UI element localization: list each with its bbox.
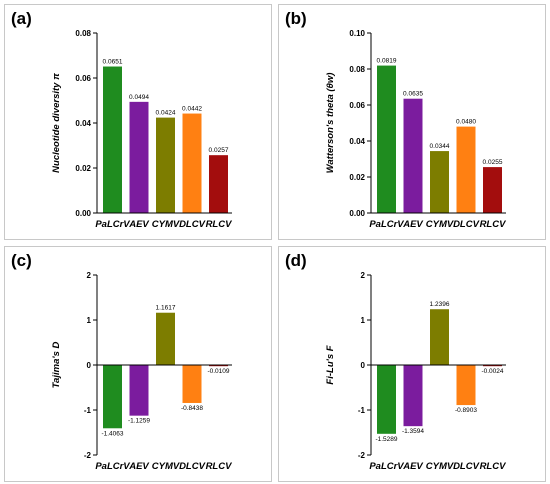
x-tick-label: CYMV bbox=[152, 461, 180, 472]
bar-aev bbox=[403, 365, 423, 427]
data-label: -0.0024 bbox=[481, 368, 503, 375]
y-tick-label: 0.08 bbox=[349, 65, 365, 74]
x-tick-label: CYMV bbox=[426, 219, 454, 230]
y-tick-label: 0.02 bbox=[349, 173, 365, 182]
bar-chart-d: -2 -1 0 1 2 Fi-Lu's F -1.5289 -1.3594 1.2396 -0.8… bbox=[325, 271, 507, 472]
bar-rlcv bbox=[483, 365, 502, 367]
y-tick-label: 0.08 bbox=[75, 29, 91, 38]
y-tick-label: 2 bbox=[361, 271, 366, 280]
data-label: 0.0819 bbox=[377, 58, 397, 65]
bar-dlcv bbox=[182, 365, 202, 403]
bar-chart-a: 0.00 0.02 0.04 0.06 0.08 Nucleotide diversity… bbox=[51, 29, 233, 230]
data-label: 0.0255 bbox=[483, 159, 503, 166]
x-tick-label: AEV bbox=[402, 461, 423, 472]
x-tick-label: DLCV bbox=[453, 219, 480, 230]
x-tick-label: AEV bbox=[402, 219, 423, 230]
x-tick-label: PaLCrV bbox=[369, 461, 404, 472]
chart-panel-b: (b) 0.00 0.02 0.04 0.06 0.08 0.10 Watterson's … bbox=[278, 4, 546, 240]
chart-panel-c: (c) -2 -1 0 1 2 Tajima's D -1.4063 -1.1259 1.161… bbox=[4, 246, 272, 482]
y-axis-label: Watterson's theta (θw) bbox=[325, 73, 336, 174]
bar-dlcv bbox=[456, 126, 476, 213]
bar-cymv bbox=[430, 151, 449, 213]
data-label: -0.8903 bbox=[455, 407, 477, 414]
y-tick-label: 0.04 bbox=[349, 137, 365, 146]
x-tick-label: RLCV bbox=[480, 461, 507, 472]
x-tick-label: RLCV bbox=[206, 461, 233, 472]
y-tick-label: 0.06 bbox=[349, 101, 365, 110]
bar-chart-b: 0.00 0.02 0.04 0.06 0.08 0.10 Watterson's thet… bbox=[325, 29, 507, 230]
x-tick-label: AEV bbox=[128, 461, 149, 472]
panel-label: (c) bbox=[11, 251, 32, 270]
panel-label: (d) bbox=[285, 251, 307, 270]
y-tick-label: 0 bbox=[87, 361, 92, 370]
x-tick-label: PaLCrV bbox=[95, 219, 130, 230]
data-label: 0.0651 bbox=[103, 59, 123, 66]
bar-palcrv bbox=[103, 66, 122, 214]
bar-rlcv bbox=[209, 155, 228, 213]
x-tick-label: RLCV bbox=[480, 219, 507, 230]
y-tick-label: 1 bbox=[87, 316, 92, 325]
x-tick-label: CYMV bbox=[426, 461, 454, 472]
y-tick-label: 0.04 bbox=[75, 119, 91, 128]
bar-aev bbox=[129, 365, 149, 416]
panel-label: (a) bbox=[11, 9, 32, 28]
y-tick-label: 1 bbox=[361, 316, 366, 325]
x-tick-label: RLCV bbox=[206, 219, 233, 230]
x-tick-label: AEV bbox=[128, 219, 149, 230]
y-tick-label: 0.00 bbox=[349, 209, 365, 218]
data-label: -1.4063 bbox=[101, 430, 123, 437]
x-tick-label: PaLCrV bbox=[369, 219, 404, 230]
data-label: 1.1617 bbox=[156, 305, 176, 312]
bar-cymv bbox=[156, 117, 175, 213]
bar-chart-c: -2 -1 0 1 2 Tajima's D -1.4063 -1.1259 1.1617 -0.… bbox=[51, 271, 233, 472]
y-tick-label: 0.06 bbox=[75, 74, 91, 83]
bar-rlcv bbox=[483, 167, 502, 213]
bar-palcrv bbox=[103, 365, 122, 429]
y-tick-label: 0 bbox=[361, 361, 366, 370]
bar-aev bbox=[129, 101, 149, 213]
data-label: 0.0257 bbox=[209, 147, 229, 154]
chart-panel-d: (d) -2 -1 0 1 2 Fi-Lu's F -1.5289 -1.3594 1.2396… bbox=[278, 246, 546, 482]
data-label: 0.0635 bbox=[403, 91, 423, 98]
data-label: 0.0344 bbox=[430, 143, 450, 150]
data-label: -1.5289 bbox=[375, 436, 397, 443]
data-label: 0.0442 bbox=[182, 106, 202, 113]
bar-palcrv bbox=[377, 365, 396, 434]
data-label: -1.1259 bbox=[128, 418, 150, 425]
x-tick-label: DLCV bbox=[453, 461, 480, 472]
bar-dlcv bbox=[456, 365, 476, 406]
y-axis-label: Fi-Lu's F bbox=[325, 345, 336, 384]
x-tick-label: DLCV bbox=[179, 219, 206, 230]
y-axis-label: Nucleotide diversity π bbox=[51, 73, 62, 173]
x-tick-label: CYMV bbox=[152, 219, 180, 230]
data-label: -1.3594 bbox=[402, 428, 424, 435]
y-tick-label: -2 bbox=[84, 451, 92, 460]
x-tick-label: DLCV bbox=[179, 461, 206, 472]
y-tick-label: 0.00 bbox=[75, 209, 91, 218]
bar-palcrv bbox=[377, 65, 396, 213]
y-tick-label: -1 bbox=[358, 406, 366, 415]
bar-cymv bbox=[156, 312, 175, 365]
y-tick-label: -1 bbox=[84, 406, 92, 415]
bar-dlcv bbox=[182, 113, 202, 213]
bar-cymv bbox=[430, 309, 449, 365]
bar-rlcv bbox=[209, 365, 228, 367]
data-label: -0.0109 bbox=[207, 368, 229, 375]
y-tick-label: 0.10 bbox=[349, 29, 365, 38]
data-label: 0.0494 bbox=[129, 94, 149, 101]
y-tick-label: -2 bbox=[358, 451, 366, 460]
y-axis-label: Tajima's D bbox=[51, 341, 62, 388]
data-label: 0.0424 bbox=[156, 110, 176, 117]
chart-panel-a: (a) 0.00 0.02 0.04 0.06 0.08 Nucleotide diver… bbox=[4, 4, 272, 240]
data-label: 1.2396 bbox=[430, 301, 450, 308]
data-label: -0.8438 bbox=[181, 405, 203, 412]
x-tick-label: PaLCrV bbox=[95, 461, 130, 472]
y-tick-label: 2 bbox=[87, 271, 92, 280]
panel-label: (b) bbox=[285, 9, 307, 28]
bar-aev bbox=[403, 98, 423, 213]
y-tick-label: 0.02 bbox=[75, 164, 91, 173]
data-label: 0.0480 bbox=[456, 119, 476, 126]
